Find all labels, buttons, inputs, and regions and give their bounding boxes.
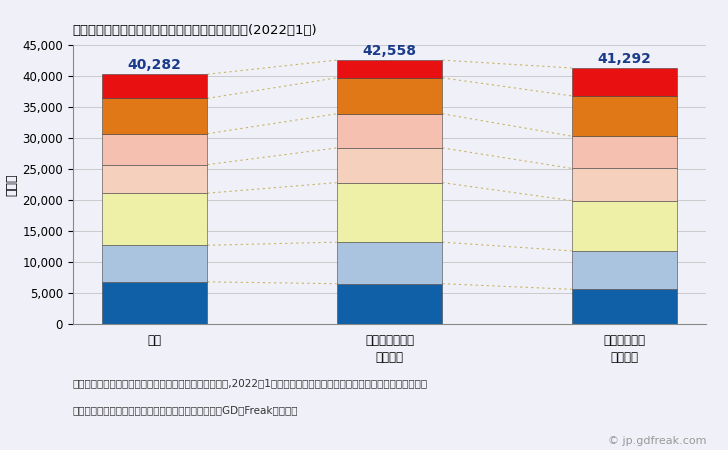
Bar [571, 251, 677, 289]
Bar [102, 165, 207, 193]
Bar [336, 284, 443, 324]
Bar [102, 74, 207, 98]
Bar [336, 78, 443, 114]
Text: 42,558: 42,558 [363, 44, 416, 58]
Bar [571, 168, 677, 201]
Bar [102, 245, 207, 282]
Bar [336, 148, 443, 183]
Bar [571, 68, 677, 96]
Bar [336, 114, 443, 148]
Text: © jp.gdfreak.com: © jp.gdfreak.com [608, 436, 706, 446]
Bar [102, 282, 207, 324]
Text: 要介譳度別平均認定率を当域内人口構成に当てはめてGD　Freakが算出。: 要介譳度別平均認定率を当域内人口構成に当てはめてGD Freakが算出。 [73, 405, 298, 415]
Bar [336, 183, 443, 242]
Bar [571, 136, 677, 168]
Text: 出所：実績値は「介護事業状況報告月報」（厉生労働省,2022年1月）。推計値は「全国又は都道府県の男女・年齢階層別: 出所：実績値は「介護事業状況報告月報」（厉生労働省,2022年1月）。推計値は「… [73, 378, 428, 388]
Bar [102, 134, 207, 165]
Text: 41,292: 41,292 [598, 52, 652, 66]
Bar [336, 242, 443, 284]
Bar [336, 60, 443, 78]
Bar [571, 201, 677, 251]
Bar [571, 289, 677, 324]
Bar [102, 98, 207, 134]
Bar [571, 96, 677, 136]
Bar [102, 193, 207, 245]
Y-axis label: ［人］: ［人］ [5, 173, 18, 196]
Text: 福岡県介護保険広域連合の要介護（要支援）者数(2022年1月): 福岡県介護保険広域連合の要介護（要支援）者数(2022年1月) [73, 24, 317, 37]
Text: 40,282: 40,282 [127, 58, 181, 72]
